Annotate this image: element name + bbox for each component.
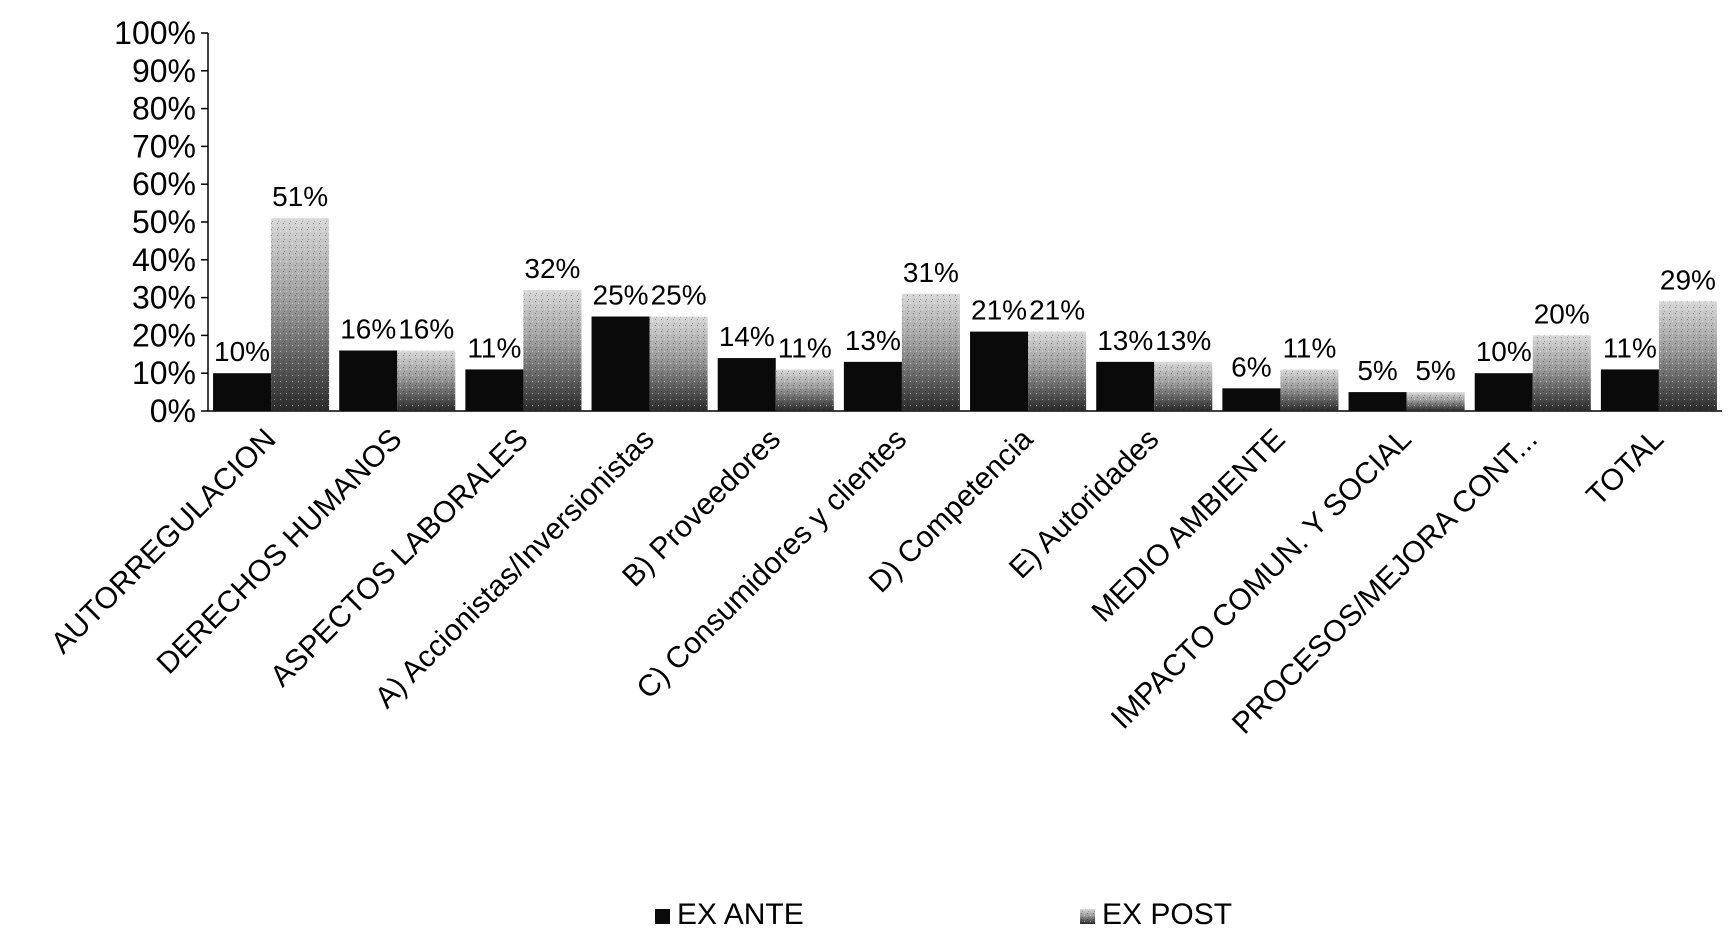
bar-ex-post-texture xyxy=(1028,331,1087,411)
data-label-ex-post: 5% xyxy=(1415,355,1455,386)
data-label-ex-post: 11% xyxy=(1282,332,1336,363)
y-tick-label: 80% xyxy=(132,91,196,127)
bar-ex-post-texture xyxy=(901,293,960,411)
bar-ex-ante xyxy=(843,361,902,411)
data-label-ex-post: 31% xyxy=(903,257,959,288)
y-tick-label: 20% xyxy=(132,317,196,353)
data-label-ex-post: 21% xyxy=(1029,295,1085,326)
data-label-ex-post: 25% xyxy=(651,280,707,311)
y-tick-label: 100% xyxy=(114,15,196,51)
data-label-ex-ante: 13% xyxy=(1097,325,1153,356)
bar-ex-ante xyxy=(1096,361,1155,411)
bar-ex-post-texture xyxy=(1280,369,1339,411)
bar-ex-ante xyxy=(213,373,272,411)
bar-ex-ante xyxy=(970,331,1029,411)
data-label-ex-post: 16% xyxy=(398,314,454,345)
data-label-ex-ante: 25% xyxy=(593,280,649,311)
bar-ex-ante xyxy=(465,369,524,411)
y-tick-label: 30% xyxy=(132,280,196,316)
axis-layer: 0%10%20%30%40%50%60%70%80%90%100% xyxy=(114,15,1722,429)
data-label-ex-post: 11% xyxy=(778,332,832,363)
legend-label: EX ANTE xyxy=(677,898,804,931)
data-label-ex-ante: 10% xyxy=(214,336,270,367)
data-label-ex-ante: 6% xyxy=(1231,351,1271,382)
y-tick-label: 40% xyxy=(132,242,196,278)
data-labels-layer: 10%51%16% 16%11%32%25% 25%14% 11% 13%31%21% 2… xyxy=(214,181,1716,386)
data-label-ex-ante: 11% xyxy=(467,332,521,363)
category-label: AUTORREGULACION xyxy=(45,423,282,660)
bar-ex-post-texture xyxy=(1532,335,1591,411)
bar-ex-ante xyxy=(1600,369,1659,411)
y-tick-label: 10% xyxy=(132,355,196,391)
bar-ex-post-texture xyxy=(1154,361,1213,411)
bar-ex-post-texture xyxy=(523,290,582,411)
bar-ex-ante xyxy=(1474,373,1533,411)
bar-ex-post-texture xyxy=(397,350,456,411)
data-label-ex-ante: 13% xyxy=(845,325,901,356)
y-tick-label: 70% xyxy=(132,128,196,164)
legend-swatch xyxy=(655,909,670,924)
category-label: DERECHOS HUMANOS xyxy=(151,423,409,681)
category-label: TOTAL xyxy=(1580,423,1670,513)
legend-label: EX POST xyxy=(1102,898,1232,931)
bar-ex-post-texture xyxy=(649,316,708,411)
data-label-ex-post: 51% xyxy=(272,181,328,212)
bar-ex-post-texture xyxy=(271,218,330,411)
data-label-ex-ante: 10% xyxy=(1476,336,1532,367)
data-label-ex-ante: 14% xyxy=(719,321,775,352)
bar-ex-post-texture xyxy=(1406,392,1465,411)
data-label-ex-post: 20% xyxy=(1534,298,1590,329)
data-label-ex-ante: 11% xyxy=(1603,332,1657,363)
bar-ex-ante xyxy=(1348,392,1407,411)
legend-swatch-texture xyxy=(1080,909,1095,924)
data-label-ex-post: 32% xyxy=(524,253,580,284)
category-label: ASPECTOS LABORALES xyxy=(264,423,535,694)
bar-ex-ante xyxy=(717,358,776,411)
bar-ex-ante xyxy=(591,316,650,411)
category-label: C) Consumidores y clientes xyxy=(630,423,913,706)
y-tick-label: 0% xyxy=(150,393,196,429)
data-label-ex-ante: 16% xyxy=(340,314,396,345)
bar-ex-ante xyxy=(1222,388,1281,411)
data-label-ex-ante: 21% xyxy=(971,295,1027,326)
y-tick-label: 60% xyxy=(132,166,196,202)
y-tick-label: 50% xyxy=(132,204,196,240)
y-tick-label: 90% xyxy=(132,53,196,89)
bar-ex-post-texture xyxy=(775,369,834,411)
data-label-ex-post: 29% xyxy=(1660,264,1716,295)
legend: EX ANTE EX POST xyxy=(655,898,1232,931)
bar-ex-ante xyxy=(339,350,398,411)
bars-layer xyxy=(213,218,1717,411)
data-label-ex-ante: 5% xyxy=(1357,355,1397,386)
bar-ex-post-texture xyxy=(1658,301,1717,411)
data-label-ex-post: 13% xyxy=(1155,325,1211,356)
